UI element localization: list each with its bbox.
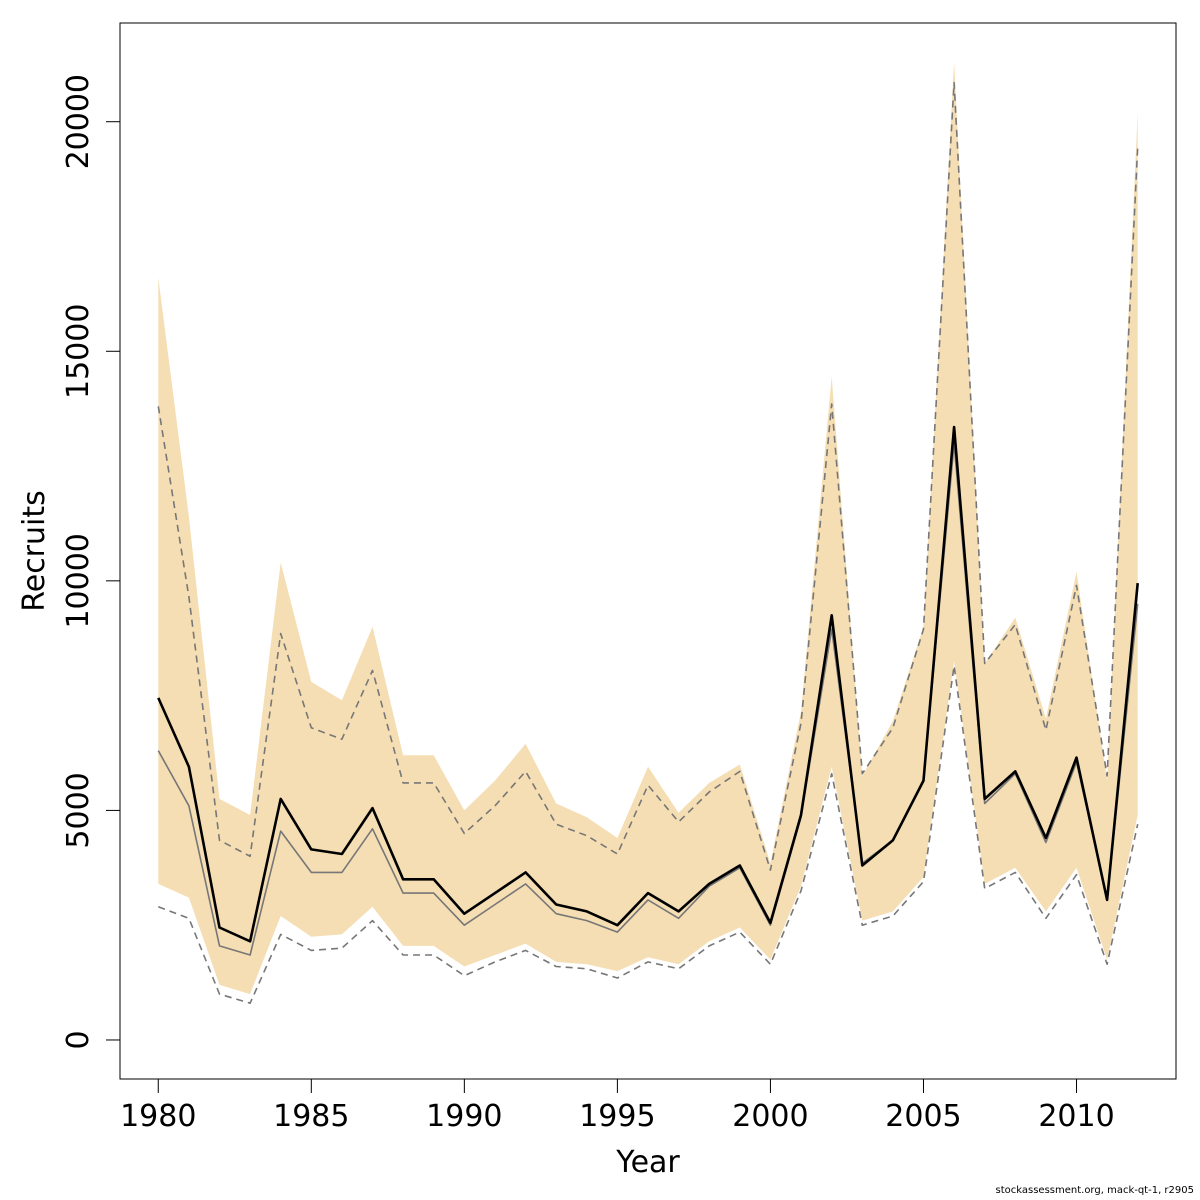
x-tick-label: 2010 xyxy=(1038,1099,1114,1134)
y-tick-label: 15000 xyxy=(61,304,96,399)
x-tick-label: 1985 xyxy=(273,1099,349,1134)
series-line-estimate xyxy=(157,425,1139,943)
y-tick-label: 10000 xyxy=(61,533,96,628)
series-line-upper xyxy=(157,81,1139,871)
x-axis-title: Year xyxy=(615,1145,680,1180)
x-tick-label: 2005 xyxy=(885,1099,961,1134)
footer-credit: stockassessment.org, mack-qt-1, r2905 xyxy=(995,1185,1195,1196)
confidence-band xyxy=(158,62,1138,995)
x-tick-label: 1995 xyxy=(579,1099,655,1134)
y-tick-label: 5000 xyxy=(61,772,96,848)
y-axis-title: Recruits xyxy=(17,490,52,612)
x-tick-label: 1990 xyxy=(426,1099,502,1134)
y-tick-label: 0 xyxy=(61,1030,96,1049)
y-tick-label: 20000 xyxy=(61,74,96,169)
x-tick-label: 1980 xyxy=(120,1099,196,1134)
x-tick-label: 2000 xyxy=(732,1099,808,1134)
series-line-lower xyxy=(158,664,1139,1005)
